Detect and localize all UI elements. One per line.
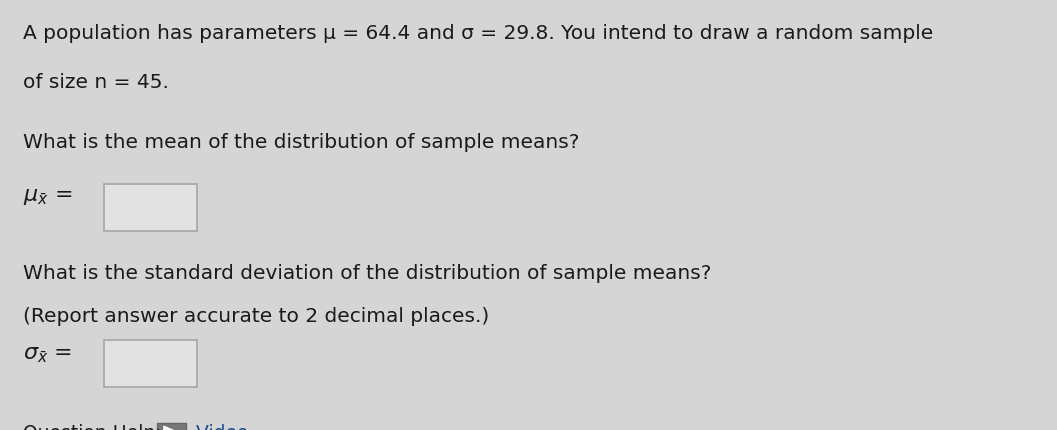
FancyBboxPatch shape [104,185,197,232]
Text: What is the mean of the distribution of sample means?: What is the mean of the distribution of … [23,132,579,151]
FancyBboxPatch shape [156,423,186,430]
Text: A population has parameters μ = 64.4 and σ = 29.8. You intend to draw a random s: A population has parameters μ = 64.4 and… [23,24,933,43]
Polygon shape [164,426,181,430]
Text: Video: Video [190,423,248,430]
Text: (Report answer accurate to 2 decimal places.): (Report answer accurate to 2 decimal pla… [23,307,489,326]
Text: Question Help:: Question Help: [23,423,162,430]
FancyBboxPatch shape [104,340,197,387]
Text: of size n = 45.: of size n = 45. [23,73,169,92]
Text: $\mu_{\bar{x}}$ =: $\mu_{\bar{x}}$ = [23,187,73,207]
Text: What is the standard deviation of the distribution of sample means?: What is the standard deviation of the di… [23,264,711,283]
Text: $\sigma_{\bar{x}}$ =: $\sigma_{\bar{x}}$ = [23,344,72,364]
